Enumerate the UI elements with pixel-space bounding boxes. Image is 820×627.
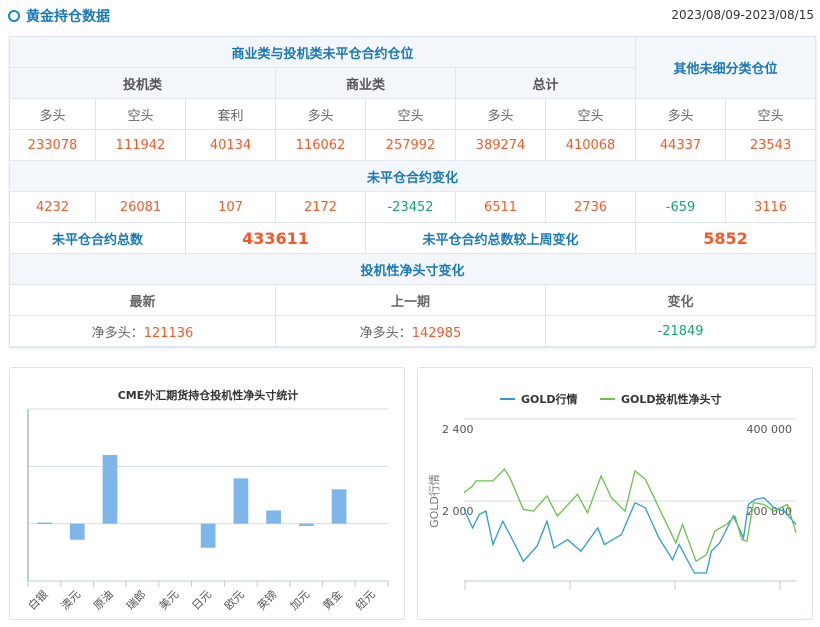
gold-price-line (463, 496, 797, 574)
group-commercial: 商业类 (275, 67, 456, 99)
cell-value: -23452 (365, 191, 456, 223)
left-tick-label: 2 400 (442, 423, 474, 436)
net-prev-value: 142985 (411, 325, 462, 341)
net-long-prefix: 净多头： (91, 325, 144, 341)
x-tick-label: 纽元 (352, 587, 377, 612)
bar-0 (37, 522, 52, 525)
circle-icon (8, 10, 20, 22)
column-header: 空头 (544, 98, 637, 130)
right-tick-label: 400 000 (747, 423, 793, 436)
cell-value: 116062 (275, 129, 366, 161)
cell-value: 257992 (365, 129, 456, 161)
bar-2 (102, 454, 118, 524)
group-total: 总计 (454, 67, 637, 99)
cell-value: 23543 (725, 129, 817, 161)
cell-value: 4232 (9, 191, 96, 223)
chart-title: CME外汇期货持仓投机性净头寸统计 (118, 388, 299, 402)
bar-9 (331, 489, 347, 524)
x-tick-label: 欧元 (222, 588, 247, 613)
weekly-change-value: 5852 (635, 222, 817, 254)
cell-value: 6511 (455, 191, 546, 223)
total-value: 433611 (185, 222, 366, 254)
cell-value: 44337 (635, 129, 727, 161)
other-positions-header: 其他未细分类仓位 (635, 36, 817, 99)
cell-value: 26081 (95, 191, 186, 223)
x-tick-label: 瑞郎 (123, 587, 148, 612)
column-header: 套利 (185, 98, 276, 130)
page-title: 黄金持仓数据 (26, 9, 110, 25)
x-tick-label: 加元 (288, 588, 313, 613)
x-tick-label: 白银 (25, 587, 50, 612)
column-header: 多头 (275, 98, 366, 130)
cell-value: 2172 (275, 191, 366, 223)
bar-1 (69, 523, 85, 540)
column-header: 多头 (635, 98, 727, 130)
section-title: 商业类与投机类未平仓合约仓位 (8, 36, 637, 68)
net-position-line (463, 468, 797, 563)
column-header: 多头 (9, 98, 96, 130)
positions-row: 233078 111942 40134 116062 257992 389274 41006… (9, 129, 817, 161)
bar-8 (298, 523, 314, 526)
column-header: 空头 (95, 98, 186, 130)
x-tick-label: 澳元 (58, 588, 83, 613)
x-tick-label: 英镑 (254, 587, 279, 612)
column-header: 空头 (725, 98, 817, 130)
column-header: 多头 (455, 98, 546, 130)
column-header: 空头 (365, 98, 456, 130)
date-range: 2023/08/09-2023/08/15 (671, 8, 814, 22)
section-header: 黄金持仓数据 (8, 6, 110, 26)
line-chart-panel: GOLD行情 GOLD投机性净头寸 2 400 400 000 2 000 200 000… (417, 367, 813, 620)
bar-7 (266, 510, 281, 524)
bar-chart-panel: CME外汇期货持仓投机性净头寸统计 白银 澳元 原油 瑞郎 美元 日元 欧元 英镑 加元 黄金 纽元 (9, 367, 405, 620)
net-head-previous: 上一期 (275, 284, 546, 316)
cell-value: -659 (635, 191, 727, 223)
cell-value: 389274 (455, 129, 546, 161)
section-title: 未平仓合约变化 (8, 160, 817, 192)
cell-value: 233078 (9, 129, 96, 161)
bar-6 (233, 478, 249, 524)
gold-positions-table: 商业类与投机类未平仓合约仓位 其他未细分类仓位 投机类 商业类 总计 多头 空头套… (8, 36, 817, 347)
x-tick-label: 日元 (189, 588, 214, 613)
bar-chart: CME外汇期货持仓投机性净头寸统计 白银 澳元 原油 瑞郎 美元 日元 欧元 英镑 加元 黄金 纽元 (25, 388, 389, 613)
net-latest-cell: 净多头：121136 (9, 315, 276, 347)
subheader-row: 多头 空头 套利 多头 空头 多头 空头 多头 空头 (9, 98, 817, 130)
net-head-change: 变化 (544, 284, 817, 316)
x-tick-label: 美元 (157, 588, 182, 613)
group-speculative: 投机类 (9, 67, 276, 99)
net-head-latest: 最新 (9, 284, 276, 316)
legend-label: GOLD投机性净头寸 (621, 392, 722, 406)
net-prev-cell: 净多头：142985 (275, 315, 546, 347)
cell-value: 410068 (544, 129, 637, 161)
x-tick-label: 原油 (90, 587, 115, 612)
cell-value: 111942 (95, 129, 186, 161)
cell-value: 3116 (725, 191, 817, 223)
cell-value: 107 (185, 191, 276, 223)
legend-label: GOLD行情 (521, 392, 578, 406)
section-title: 投机性净头寸变化 (8, 253, 817, 285)
net-change-value: -21849 (544, 315, 817, 347)
cell-value: 2736 (544, 191, 637, 223)
changes-row: 4232 26081 107 2172 -23452 6511 2736 -659 3116 (9, 191, 817, 223)
y-axis-title: GOLD行情 (428, 474, 441, 528)
total-label: 未平仓合约总数 (9, 222, 186, 254)
cell-value: 40134 (185, 129, 276, 161)
bar-5 (200, 523, 216, 548)
net-latest-value: 121136 (143, 325, 194, 341)
weekly-change-label: 未平仓合约总数较上周变化 (364, 222, 637, 254)
left-tick-label: 2 000 (442, 505, 474, 518)
x-tick-label: 黄金 (320, 587, 345, 612)
net-long-prefix: 净多头： (359, 325, 412, 341)
